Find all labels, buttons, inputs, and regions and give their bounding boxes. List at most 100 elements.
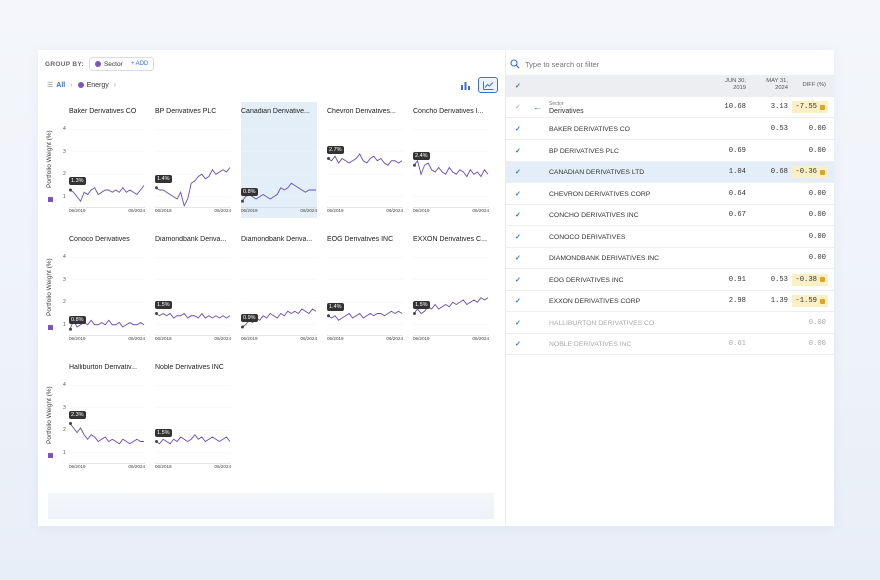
group-chip-sector[interactable]: Sector + ADD [88,57,155,71]
value-callout: 1.3% [69,177,86,185]
breadcrumb-all[interactable]: All [56,81,66,89]
x-tick-label: 06/2024 [128,208,145,213]
y-axis-title: Portfolio Weight (%) [46,258,53,316]
bar-view-button[interactable] [455,77,475,93]
start-point-marker [413,163,416,167]
row-checkbox[interactable]: ✓ [515,233,521,241]
start-point-marker [155,440,158,443]
row-checkbox[interactable]: ✓ [515,255,521,262]
small-multiple-chart[interactable]: Chevron Derivatives... 2.7% 06/2019 06/2024 [327,102,403,218]
row-checkbox[interactable]: ✓ [515,169,521,176]
row-diff: 0.00 [808,318,826,327]
table-row[interactable]: ✓ BAKER DERIVATIVES CO 0.53 0.00 [506,119,834,140]
search-bar [510,57,830,71]
y-tick-label: 3 [63,148,66,155]
row-name: CANADIAN DERIVATIVES LTD [549,169,645,176]
start-point-marker [327,314,330,318]
row-name: BAKER DERIVATIVES CO [549,126,630,133]
y-tick-label: 1 [63,193,66,200]
table-row[interactable]: ✓ CHEVRON DERIVATIVES CORP 0.64 0.00 [506,184,834,205]
row-checkbox[interactable]: ✓ [515,147,521,155]
col-may-2024[interactable]: MAY 31, 2024 [748,78,788,92]
x-tick-label: 06/2019 [69,208,86,213]
group-checkbox[interactable]: ✓ [515,104,521,111]
series-line [327,153,403,166]
small-multiple-chart[interactable]: Baker Derivatives CO 1.3% 06/2019 06/2024 [69,102,145,218]
search-input[interactable] [525,59,805,69]
row-v1: 0.91 [728,275,746,284]
small-multiple-chart[interactable]: Halliburton Derivativ... 2.3% 06/2019 06/20… [69,358,145,474]
small-multiple-chart[interactable]: Diamondbank Deriva... 1.5% 06/2019 06/2024 [155,230,231,346]
y-tick-label: 2 [63,299,66,306]
table-row[interactable]: ✓ CONCHO DERIVATIVES INC 0.67 0.00 [506,205,834,226]
x-tick-label: 06/2024 [214,208,231,213]
row-checkbox[interactable]: ✓ [515,190,521,198]
arrow-left-icon[interactable]: ← [533,102,542,112]
chevron-right-icon: › [113,81,117,89]
row-name: CONOCO DERIVATIVES [549,233,626,241]
small-multiple-chart[interactable]: Conoco Derivatives 0.8% 06/2019 06/2024 [69,230,145,346]
table-row[interactable]: ✓ BP DERIVATIVES PLC 0.69 0.00 [506,141,834,162]
table-row[interactable]: ✓ EXXON DERIVATIVES CORP 2.98 1.39 -1.59 [506,291,834,312]
select-all-checkbox[interactable]: ✓ [515,83,521,90]
row-checkbox[interactable]: ✓ [515,341,521,348]
row-checkbox[interactable]: ✓ [515,212,521,219]
table-row[interactable]: ✓ DIAMONDBANK DERIVATIVES INC 0.00 [506,248,834,269]
small-multiple-chart[interactable]: BP Derivatives PLC 1.4% 06/2019 06/2024 [155,102,231,218]
small-multiple-chart[interactable]: EOG Derivatives INC 1.4% 06/2019 06/2024 [327,230,403,346]
chart-title: Noble Derivatives INC [155,364,224,371]
small-multiple-chart[interactable]: EXXON Derivatives C... 1.5% 06/2019 06/2024 [413,230,489,346]
group-sub-label: Sector [549,101,564,107]
warning-icon [820,277,825,282]
table-row[interactable]: ✓ CONOCO DERIVATIVES 0.00 [506,227,834,248]
sector-dot-icon [94,61,101,67]
col-jun-2019[interactable]: JUN 30, 2019 [686,78,746,92]
energy-dot-icon [77,82,84,88]
line-view-button[interactable] [478,77,498,93]
warning-icon [820,104,825,110]
value-callout: 2.4% [413,152,430,161]
row-checkbox[interactable]: ✓ [515,298,521,305]
x-tick-label: 06/2019 [413,208,430,213]
holdings-panel: ✓ JUN 30, 2019 MAY 31, 2024 DIFF (%) ✓ ←… [505,50,834,526]
small-multiple-chart[interactable]: Canadian Derivative... 0.8% 06/2019 06/2024 [241,102,317,218]
x-tick-label: 06/2024 [472,208,489,213]
table-row[interactable]: ✓ EOG DERIVATIVES INC 0.91 0.53 -0.38 [506,270,834,291]
chart-title: Halliburton Derivativ... [69,364,137,371]
small-multiple-chart[interactable]: Concho Derivatives I... 2.4% 06/2019 06/202… [413,102,489,218]
small-multiple-chart[interactable]: Diamondbank Deriva... 0.9% 06/2019 06/2024 [241,230,317,346]
col-jun-2019-line2: 2019 [733,85,746,91]
table-row[interactable]: ✓ HALLIBURTON DERIVATIVES CO 0.00 [506,313,834,334]
chart-plot [155,385,231,464]
row-diff-badge: -1.59 [792,295,828,307]
y-tick-label: 3 [63,404,66,411]
table-group-row[interactable]: ✓ ← Sector Derivatives 10.68 3.13 -7.55 [506,97,834,118]
col-diff[interactable]: DIFF (%) [802,82,826,88]
row-v1: 2.98 [728,297,746,305]
start-point-marker [69,327,72,331]
y-tick-label: 4 [63,126,66,133]
row-checkbox[interactable]: ✓ [515,276,521,284]
timeline-scroller[interactable] [48,493,494,519]
group-name: Derivatives [549,108,584,115]
bar-chart-icon [460,81,470,90]
chart-plot [69,257,145,336]
series-line [155,434,231,445]
row-name: EXXON DERIVATIVES CORP [549,298,641,305]
series-line [69,185,145,203]
row-checkbox[interactable]: ✓ [515,126,521,133]
table-row[interactable]: ✓ CANADIAN DERIVATIVES LTD 1.04 0.68 -0.36 [506,162,834,183]
col-may-2024-line1: MAY 31, [766,78,788,84]
x-tick-label: 06/2024 [300,336,317,341]
row-checkbox[interactable]: ✓ [515,319,521,327]
x-tick-label: 06/2024 [214,336,231,341]
x-tick-label: 06/2024 [386,336,403,341]
breadcrumb-energy[interactable]: Energy [86,81,109,89]
legend-swatch [48,453,53,458]
table-row[interactable]: ✓ NOBLE DERIVATIVES INC 0.61 0.00 [506,334,834,355]
chart-plot [241,257,317,336]
small-multiple-chart[interactable]: Noble Derivatives INC 1.5% 06/2019 06/2024 [155,358,231,474]
group-diff: -7.55 [795,103,817,111]
x-tick-label: 06/2019 [241,336,258,341]
add-group-button[interactable]: + ADD [130,61,149,67]
